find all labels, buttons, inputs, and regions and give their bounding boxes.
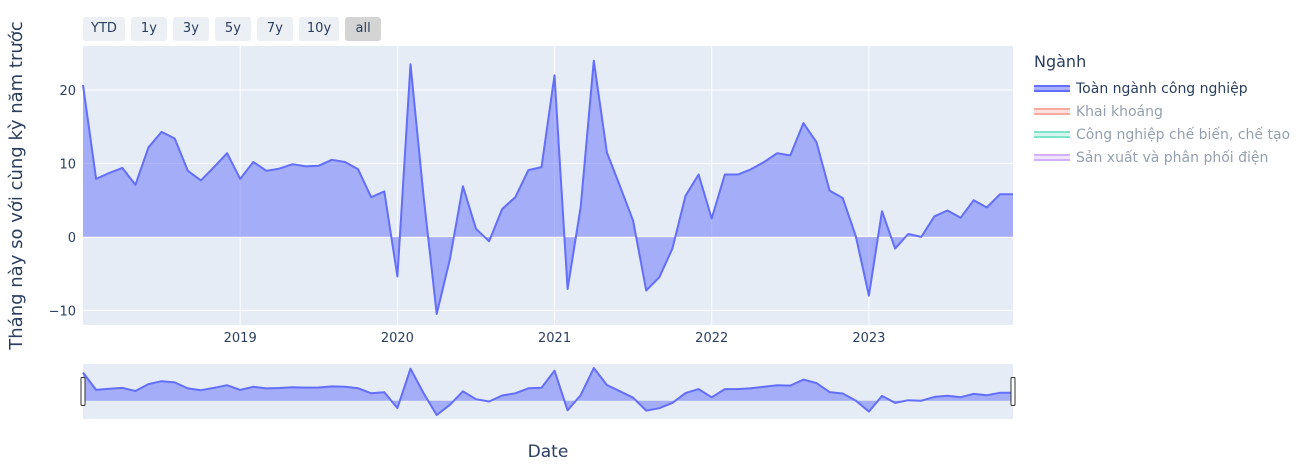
legend-item-khai-khoang[interactable]: Khai khoáng	[1034, 100, 1290, 123]
range-button-7y[interactable]: 7y	[256, 17, 293, 41]
legend-item-label: Toàn ngành công nghiệp	[1076, 80, 1248, 97]
range-slider[interactable]	[80, 364, 1016, 419]
legend-item-toan-nganh[interactable]: Toàn ngành công nghiệp	[1034, 77, 1290, 100]
y-tick-label: 10	[59, 157, 76, 172]
range-slider-handles[interactable]	[80, 377, 1016, 406]
legend-title: Ngành	[1034, 52, 1087, 71]
range-button-ytd[interactable]: YTD	[83, 17, 125, 41]
range-slider-series	[82, 367, 1013, 416]
legend-swatch	[1034, 85, 1070, 92]
range-slider-area	[83, 368, 1013, 415]
x-tick-label: 2019	[224, 331, 257, 346]
range-button-1y[interactable]: 1y	[130, 17, 167, 41]
legend-swatch	[1034, 131, 1070, 138]
range-button-5y[interactable]: 5y	[214, 17, 251, 41]
range-selector: YTD 1y 3y 5y 7y 10y all	[83, 17, 382, 41]
series-line	[82, 59, 1013, 315]
y-tick-label: 0	[68, 231, 76, 246]
x-tick-label: 2021	[538, 331, 571, 346]
legend-item-label: Công nghiệp chế biến, chế tạo	[1076, 126, 1291, 143]
legend-swatch	[1034, 154, 1070, 161]
range-slider-handle-right[interactable]	[1010, 377, 1016, 406]
range-button-3y[interactable]: 3y	[172, 17, 209, 41]
x-tick-label: 2020	[381, 331, 414, 346]
x-tick-label: 2022	[695, 331, 728, 346]
y-tick-labels: −10 0 10 20	[49, 84, 76, 319]
range-button-10y[interactable]: 10y	[298, 17, 340, 41]
x-tick-labels: 2019 2020 2021 2022 2023	[224, 331, 886, 346]
x-tick-label: 2023	[852, 331, 885, 346]
legend-swatch	[1034, 108, 1070, 115]
main-plot[interactable]: 2019 2020 2021 2022 2023 −10 0 10 20	[49, 46, 1013, 346]
series-area	[83, 60, 1013, 315]
range-slider-line	[82, 367, 1013, 416]
legend-item-label: Khai khoáng	[1076, 103, 1163, 120]
y-axis-title: Tháng này so với cùng kỳ năm trước	[6, 21, 27, 350]
range-slider-handle-left[interactable]	[80, 377, 86, 406]
legend-item-che-bien-che-tao[interactable]: Công nghiệp chế biến, chế tạo	[1034, 123, 1290, 146]
legend-item-label: Sản xuất và phân phối điện	[1076, 149, 1269, 166]
x-axis-title: Date	[528, 442, 569, 462]
range-button-all[interactable]: all	[345, 17, 382, 41]
legend-item-san-xuat-dien[interactable]: Sản xuất và phân phối điện	[1034, 146, 1290, 169]
y-tick-label: 20	[59, 84, 76, 99]
legend: Ngành Toàn ngành công nghiệp Khai khoáng…	[1034, 52, 1290, 169]
main-series	[82, 59, 1013, 315]
y-tick-label: −10	[49, 304, 76, 319]
